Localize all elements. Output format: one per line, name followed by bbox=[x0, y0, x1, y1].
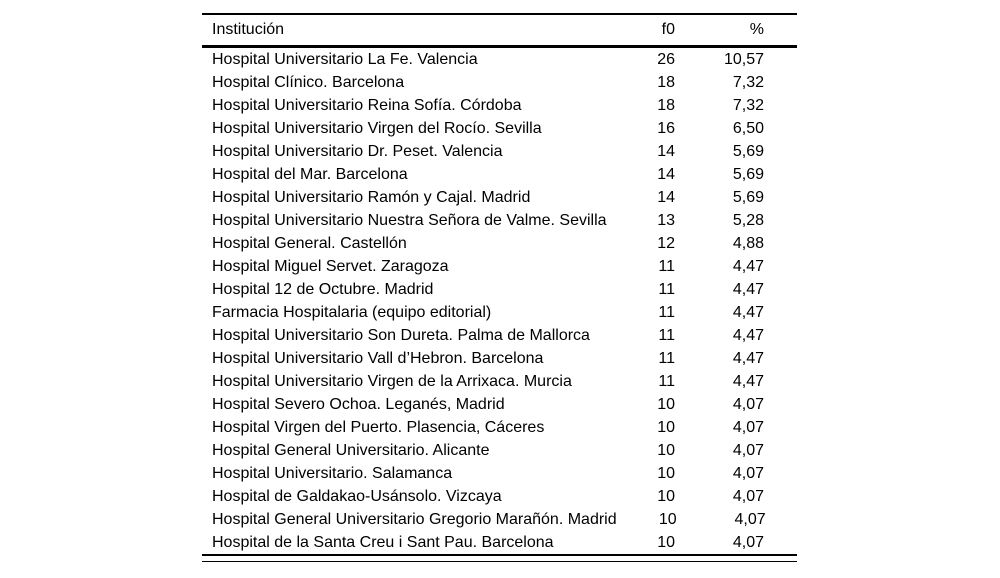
percent-cell: 4,07 bbox=[732, 533, 764, 551]
percent-cell: 4,07 bbox=[734, 510, 766, 528]
percent-cell: 5,69 bbox=[732, 165, 764, 183]
frequency-cell: 10 bbox=[657, 464, 675, 482]
institution-cell: Hospital Clínico. Barcelona bbox=[212, 73, 405, 91]
institution-cell: Hospital Universitario Vall d’Hebron. Ba… bbox=[212, 349, 544, 367]
frequency-cell: 18 bbox=[657, 73, 675, 91]
percent-cell: 5,28 bbox=[732, 211, 764, 229]
percent-cell: 4,07 bbox=[732, 464, 764, 482]
table-row: Hospital Universitario Ramón y Cajal. Ma… bbox=[202, 186, 797, 209]
table-bottom-thin-rule bbox=[202, 560, 797, 562]
institution-cell: Hospital Universitario Virgen de la Arri… bbox=[212, 372, 572, 390]
frequency-cell: 10 bbox=[657, 533, 675, 551]
percent-cell: 4,47 bbox=[732, 349, 764, 367]
percent-cell: 10,57 bbox=[723, 50, 764, 68]
institution-cell: Hospital Universitario Virgen del Rocío.… bbox=[212, 119, 542, 137]
frequency-cell: 26 bbox=[657, 50, 675, 68]
table-row: Hospital Clínico. Barcelona 18 7,32 bbox=[202, 71, 797, 94]
table-body: Hospital Universitario La Fe. Valencia 26… bbox=[202, 48, 797, 554]
column-header-percent: % bbox=[749, 20, 764, 38]
institution-cell: Hospital General. Castellón bbox=[212, 234, 407, 252]
institution-cell: Hospital Universitario Ramón y Cajal. Ma… bbox=[212, 188, 531, 206]
institution-cell: Hospital Universitario Son Dureta. Palma… bbox=[212, 326, 590, 344]
percent-cell: 4,07 bbox=[732, 441, 764, 459]
table-row: Hospital Universitario La Fe. Valencia 26… bbox=[202, 48, 797, 71]
institution-cell: Hospital Universitario La Fe. Valencia bbox=[212, 50, 478, 68]
frequency-cell: 11 bbox=[658, 372, 675, 390]
institution-cell: Hospital General Universitario. Alicante bbox=[212, 441, 490, 459]
table-row: Hospital de la Santa Creu i Sant Pau. Ba… bbox=[202, 531, 797, 554]
table-row: Hospital Virgen del Puerto. Plasencia, C… bbox=[202, 416, 797, 439]
frequency-cell: 10 bbox=[658, 510, 677, 528]
table-row: Hospital Universitario Nuestra Señora de… bbox=[202, 209, 797, 232]
institution-cell: Hospital Universitario Dr. Peset. Valenc… bbox=[212, 142, 503, 160]
frequency-cell: 13 bbox=[657, 211, 675, 229]
table-row: Hospital Universitario Virgen de la Arri… bbox=[202, 370, 797, 393]
percent-cell: 6,50 bbox=[732, 119, 764, 137]
percent-cell: 4,88 bbox=[732, 234, 764, 252]
table-top-rule bbox=[202, 13, 797, 15]
percent-cell: 4,47 bbox=[732, 280, 764, 298]
percent-cell: 4,47 bbox=[732, 326, 764, 344]
frequency-cell: 14 bbox=[657, 165, 675, 183]
institution-cell: Hospital de Galdakao-Usánsolo. Vizcaya bbox=[212, 487, 502, 505]
frequency-cell: 10 bbox=[657, 441, 675, 459]
frequency-cell: 12 bbox=[657, 234, 675, 252]
percent-cell: 4,07 bbox=[732, 487, 764, 505]
header-bottom-rule bbox=[202, 45, 797, 48]
percent-cell: 4,07 bbox=[732, 418, 764, 436]
institution-cell: Hospital Universitario. Salamanca bbox=[212, 464, 453, 482]
percent-cell: 7,32 bbox=[732, 73, 764, 91]
table-row: Farmacia Hospitalaria (equipo editorial)… bbox=[202, 301, 797, 324]
table-row: Hospital del Mar. Barcelona 14 5,69 bbox=[202, 163, 797, 186]
institution-cell: Hospital Universitario Nuestra Señora de… bbox=[212, 211, 607, 229]
table-row: Hospital de Galdakao-Usánsolo. Vizcaya 10… bbox=[202, 485, 797, 508]
table-row: Hospital 12 de Octubre. Madrid 11 4,47 bbox=[202, 278, 797, 301]
frequency-cell: 11 bbox=[658, 257, 675, 275]
table-header-row: Institución f0 % bbox=[202, 15, 797, 46]
table-row: Hospital Miguel Servet. Zaragoza 11 4,47 bbox=[202, 255, 797, 278]
institutions-table: Institución f0 % Hospital Universitario … bbox=[202, 13, 797, 562]
table-row: Hospital General. Castellón 12 4,88 bbox=[202, 232, 797, 255]
column-header-institution: Institución bbox=[212, 20, 285, 38]
frequency-cell: 16 bbox=[657, 119, 675, 137]
table-row: Hospital Universitario Son Dureta. Palma… bbox=[202, 324, 797, 347]
table-row: Hospital Universitario Reina Sofía. Córd… bbox=[202, 94, 797, 117]
institution-cell: Hospital Miguel Servet. Zaragoza bbox=[212, 257, 449, 275]
table-row: Hospital General Universitario Gregorio … bbox=[202, 508, 797, 531]
percent-cell: 7,32 bbox=[732, 96, 764, 114]
frequency-cell: 10 bbox=[657, 395, 675, 413]
frequency-cell: 18 bbox=[657, 96, 675, 114]
column-header-frequency: f0 bbox=[661, 20, 675, 38]
frequency-cell: 11 bbox=[658, 303, 675, 321]
institution-cell: Farmacia Hospitalaria (equipo editorial) bbox=[212, 303, 492, 321]
percent-cell: 4,47 bbox=[732, 303, 764, 321]
table-row: Hospital General Universitario. Alicante… bbox=[202, 439, 797, 462]
table-row: Hospital Universitario Vall d’Hebron. Ba… bbox=[202, 347, 797, 370]
table-row: Hospital Universitario. Salamanca 10 4,07 bbox=[202, 462, 797, 485]
percent-cell: 4,47 bbox=[732, 372, 764, 390]
table-row: Hospital Universitario Dr. Peset. Valenc… bbox=[202, 140, 797, 163]
frequency-cell: 10 bbox=[657, 487, 675, 505]
institution-cell: Hospital Virgen del Puerto. Plasencia, C… bbox=[212, 418, 545, 436]
institution-cell: Hospital 12 de Octubre. Madrid bbox=[212, 280, 434, 298]
institution-cell: Hospital de la Santa Creu i Sant Pau. Ba… bbox=[212, 533, 554, 551]
percent-cell: 4,07 bbox=[732, 395, 764, 413]
table-bottom-heavy-rule bbox=[202, 553, 797, 556]
frequency-cell: 14 bbox=[657, 142, 675, 160]
percent-cell: 4,47 bbox=[732, 257, 764, 275]
table-row: Hospital Severo Ochoa. Leganés, Madrid 10… bbox=[202, 393, 797, 416]
frequency-cell: 11 bbox=[658, 326, 675, 344]
percent-cell: 5,69 bbox=[732, 142, 764, 160]
frequency-cell: 11 bbox=[658, 349, 675, 367]
institution-cell: Hospital del Mar. Barcelona bbox=[212, 165, 408, 183]
institution-cell: Hospital Universitario Reina Sofía. Córd… bbox=[212, 96, 522, 114]
frequency-cell: 10 bbox=[657, 418, 675, 436]
institution-cell: Hospital General Universitario Gregorio … bbox=[212, 510, 617, 528]
institution-cell: Hospital Severo Ochoa. Leganés, Madrid bbox=[212, 395, 505, 413]
frequency-cell: 14 bbox=[657, 188, 675, 206]
percent-cell: 5,69 bbox=[732, 188, 764, 206]
table-row: Hospital Universitario Virgen del Rocío.… bbox=[202, 117, 797, 140]
frequency-cell: 11 bbox=[658, 280, 675, 298]
